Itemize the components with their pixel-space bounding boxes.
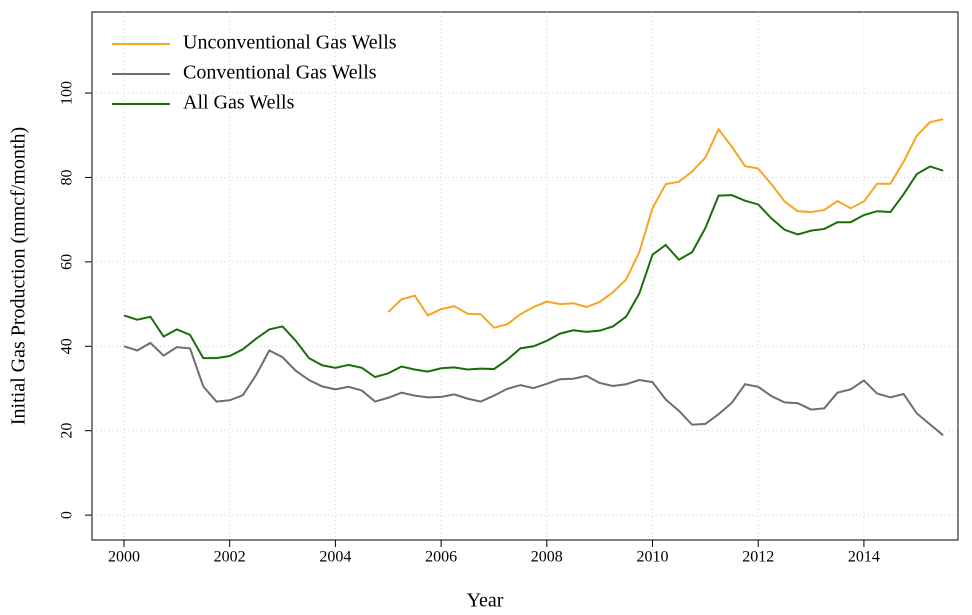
y-tick-label: 0 [59,511,76,519]
y-tick-label: 60 [59,254,76,270]
x-tick-label: 2002 [214,549,246,566]
legend-label: All Gas Wells [183,92,295,114]
series-line [387,118,944,329]
y-tick-label: 100 [59,81,76,105]
x-tick-label: 2004 [319,549,351,566]
legend-label: Unconventional Gas Wells [183,32,397,54]
y-tick-label: 80 [59,169,76,185]
y-tick-label: 20 [59,423,76,439]
x-axis-label: Year [467,590,504,612]
series-line [123,165,944,379]
x-tick-label: 2012 [742,549,774,566]
y-axis-label: Initial Gas Production (mmcf/month) [8,127,30,425]
y-tick-label: 40 [59,338,76,354]
x-tick-label: 2014 [848,549,880,566]
x-tick-label: 2006 [425,549,457,566]
x-tick-label: 2000 [108,549,140,566]
legend-label: Conventional Gas Wells [183,62,377,84]
series-line [123,341,944,437]
x-tick-label: 2008 [531,549,563,566]
x-tick-label: 2010 [637,549,669,566]
